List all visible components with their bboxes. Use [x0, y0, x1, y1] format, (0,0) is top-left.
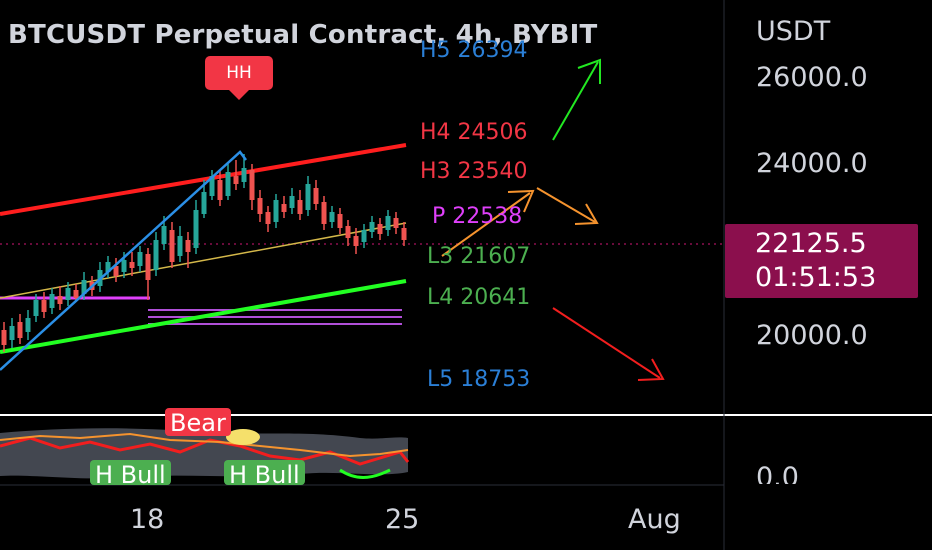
time-tick: Aug [628, 504, 681, 535]
candle-body [129, 262, 135, 268]
hidden-bull-tag[interactable]: H Bull [90, 460, 171, 485]
pivot-label-l5: L5 18753 [427, 367, 531, 392]
candle-body [305, 184, 311, 210]
candle-body [1, 330, 7, 345]
price-axis-unit[interactable]: USDT [756, 16, 831, 47]
candle-body [137, 252, 143, 266]
candle-body [345, 226, 351, 238]
candle-body [321, 202, 327, 224]
candle-body [241, 168, 247, 182]
candle-body [361, 230, 367, 242]
candle-body [153, 240, 159, 270]
channel-midline [0, 222, 407, 299]
candle-body [313, 188, 319, 204]
trend-line [0, 150, 247, 371]
candle-body [25, 318, 31, 332]
candle-body [41, 300, 47, 312]
arrow-up-green [577, 58, 601, 84]
candle-body [73, 290, 79, 298]
bear-divergence-tag[interactable]: Bear [165, 408, 231, 436]
candle-body [265, 212, 271, 224]
pivot-label-h5: H5 26394 [420, 38, 528, 63]
candle-body [201, 192, 207, 214]
arrow-orange-1 [507, 189, 535, 213]
candle-body [185, 240, 191, 252]
higher-high-tag-pointer [229, 90, 249, 100]
candle-body [161, 226, 167, 244]
candle-body [169, 230, 175, 262]
candle-body [209, 176, 215, 196]
candle-body [217, 180, 223, 200]
pivot-label-h3: H3 23540 [420, 159, 528, 184]
candle-body [337, 214, 343, 228]
candle-body [289, 196, 295, 208]
projection-arrows [441, 58, 665, 381]
candle-body [401, 228, 407, 240]
arrow-down-red [637, 358, 665, 381]
candle-body [65, 288, 71, 300]
candlestick-series [1, 154, 407, 352]
candle-body [193, 210, 199, 248]
candle-body [369, 222, 375, 232]
candle-body [81, 280, 87, 294]
pivot-label-p: P 22538 [432, 204, 523, 229]
last-price-value: 22125.5 [755, 228, 867, 259]
pivot-label-h4: H4 24506 [420, 120, 528, 145]
oscillator-signal-line [0, 432, 409, 458]
bull-curve [339, 468, 391, 479]
candle-body [145, 254, 151, 280]
candle-body [177, 236, 183, 256]
candle-body [49, 294, 55, 308]
candle-body [113, 266, 119, 276]
channel-top-line [0, 143, 407, 216]
candle-body [233, 176, 239, 184]
higher-high-tag[interactable]: HH [205, 56, 273, 90]
hidden-bull-tag[interactable]: H Bull [224, 460, 305, 485]
candle-body [377, 224, 383, 234]
candle-body [57, 296, 63, 304]
candle-body [121, 260, 127, 272]
candle-body [9, 326, 15, 340]
candle-body [353, 236, 359, 246]
candle-body [329, 212, 335, 222]
channel-bottom-line [0, 279, 407, 354]
pivot-label-l3: L3 21607 [427, 244, 531, 269]
candle-body [249, 170, 255, 200]
indicator-tick: 0.0 [756, 462, 799, 484]
candle-body [105, 262, 111, 272]
chart-title: BTCUSDT Perpetual Contract, 4h, BYBIT [8, 20, 598, 50]
price-tick: 20000.0 [756, 320, 868, 351]
price-tick: 26000.0 [756, 62, 868, 93]
arrow-orange-2 [574, 203, 599, 225]
bar-countdown: 01:51:53 [755, 262, 877, 293]
time-tick: 25 [385, 504, 420, 535]
candle-body [281, 204, 287, 212]
time-tick: 18 [130, 504, 165, 535]
candle-body [393, 218, 399, 228]
candle-body [385, 216, 391, 230]
candle-body [257, 198, 263, 214]
last-price-label[interactable]: 22125.5 01:51:53 [725, 224, 918, 298]
candle-body [273, 200, 279, 222]
pivot-label-l4: L4 20641 [427, 285, 531, 310]
price-tick: 24000.0 [756, 148, 868, 179]
candle-body [33, 300, 39, 316]
candle-body [297, 200, 303, 214]
candle-body [225, 172, 231, 196]
bear-marker [226, 429, 260, 445]
candle-body [17, 322, 23, 338]
